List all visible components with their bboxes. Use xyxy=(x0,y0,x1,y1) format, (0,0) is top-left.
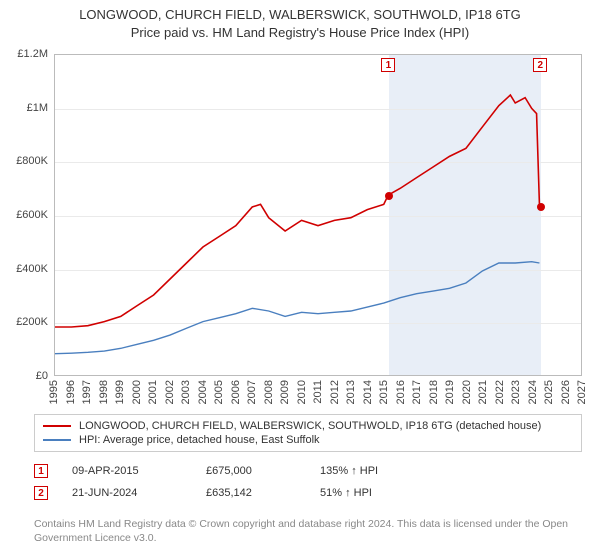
x-axis-label: 2016 xyxy=(395,380,407,404)
transaction-hpi-delta: 51% ↑ HPI xyxy=(320,487,430,499)
x-axis-label: 2010 xyxy=(296,380,308,404)
x-axis-label: 2011 xyxy=(312,380,324,404)
legend-item-hpi: HPI: Average price, detached house, East… xyxy=(43,433,573,447)
line-series-svg xyxy=(55,55,581,375)
x-axis-label: 2019 xyxy=(444,380,456,404)
x-axis-label: 2012 xyxy=(329,380,341,404)
legend-swatch-hpi xyxy=(43,439,71,441)
x-axis-label: 2002 xyxy=(164,380,176,404)
transaction-point-2 xyxy=(537,203,545,211)
x-axis-label: 2020 xyxy=(461,380,473,404)
y-axis-label: £600K xyxy=(16,209,48,221)
transaction-marker-2: 2 xyxy=(34,486,48,500)
x-axis-label: 2022 xyxy=(494,380,506,404)
title-block: LONGWOOD, CHURCH FIELD, WALBERSWICK, SOU… xyxy=(0,0,600,41)
legend: LONGWOOD, CHURCH FIELD, WALBERSWICK, SOU… xyxy=(34,414,582,452)
transaction-marker-1: 1 xyxy=(34,464,48,478)
transaction-row: 2 21-JUN-2024 £635,142 51% ↑ HPI xyxy=(34,482,582,504)
y-axis-label: £0 xyxy=(36,370,48,382)
y-axis-label: £200K xyxy=(16,316,48,328)
legend-item-property: LONGWOOD, CHURCH FIELD, WALBERSWICK, SOU… xyxy=(43,419,573,433)
x-axis-label: 2018 xyxy=(428,380,440,404)
x-axis-label: 2003 xyxy=(180,380,192,404)
transaction-table: 1 09-APR-2015 £675,000 135% ↑ HPI 2 21-J… xyxy=(34,460,582,504)
transaction-price: £635,142 xyxy=(206,487,296,499)
y-axis-label: £1.2M xyxy=(17,48,48,60)
x-axis-label: 2017 xyxy=(411,380,423,404)
transaction-row: 1 09-APR-2015 £675,000 135% ↑ HPI xyxy=(34,460,582,482)
x-axis-label: 2004 xyxy=(197,380,209,404)
x-axis-label: 2000 xyxy=(131,380,143,404)
x-axis-label: 2026 xyxy=(560,380,572,404)
chart: £0£200K£400K£600K£800K£1M£1.2M 199519961… xyxy=(54,54,582,376)
y-axis-label: £1M xyxy=(27,102,48,114)
transaction-hpi-delta: 135% ↑ HPI xyxy=(320,465,430,477)
x-axis-label: 2014 xyxy=(362,380,374,404)
x-axis-label: 2025 xyxy=(543,380,555,404)
x-axis-label: 1996 xyxy=(65,380,77,404)
chart-annotation-1: 1 xyxy=(381,58,395,72)
legend-label-hpi: HPI: Average price, detached house, East… xyxy=(79,434,320,446)
plot-area xyxy=(54,54,582,376)
transaction-price: £675,000 xyxy=(206,465,296,477)
x-axis-label: 2007 xyxy=(246,380,258,404)
x-axis-label: 2006 xyxy=(230,380,242,404)
x-axis-label: 2024 xyxy=(527,380,539,404)
x-axis-label: 2008 xyxy=(263,380,275,404)
legend-label-property: LONGWOOD, CHURCH FIELD, WALBERSWICK, SOU… xyxy=(79,420,541,432)
legend-swatch-property xyxy=(43,425,71,427)
series-line-property xyxy=(55,95,539,327)
series-line-hpi xyxy=(55,262,539,354)
x-axis-label: 1995 xyxy=(48,380,60,404)
x-axis-label: 2027 xyxy=(576,380,588,404)
x-axis-label: 1999 xyxy=(114,380,126,404)
transaction-point-1 xyxy=(385,192,393,200)
x-axis-label: 2023 xyxy=(510,380,522,404)
page-root: LONGWOOD, CHURCH FIELD, WALBERSWICK, SOU… xyxy=(0,0,600,560)
x-axis-label: 2005 xyxy=(213,380,225,404)
x-axis-label: 2021 xyxy=(477,380,489,404)
transaction-date: 09-APR-2015 xyxy=(72,465,182,477)
chart-annotation-2: 2 xyxy=(533,58,547,72)
x-axis-label: 1998 xyxy=(98,380,110,404)
x-axis-label: 2001 xyxy=(147,380,159,404)
y-axis-label: £800K xyxy=(16,155,48,167)
title-line-1: LONGWOOD, CHURCH FIELD, WALBERSWICK, SOU… xyxy=(0,6,600,24)
title-line-2: Price paid vs. HM Land Registry's House … xyxy=(0,24,600,42)
x-axis-label: 2009 xyxy=(279,380,291,404)
x-axis-label: 2015 xyxy=(378,380,390,404)
x-axis-label: 2013 xyxy=(345,380,357,404)
x-axis-label: 1997 xyxy=(81,380,93,404)
y-axis-label: £400K xyxy=(16,263,48,275)
transaction-date: 21-JUN-2024 xyxy=(72,487,182,499)
footnote: Contains HM Land Registry data © Crown c… xyxy=(34,518,582,545)
